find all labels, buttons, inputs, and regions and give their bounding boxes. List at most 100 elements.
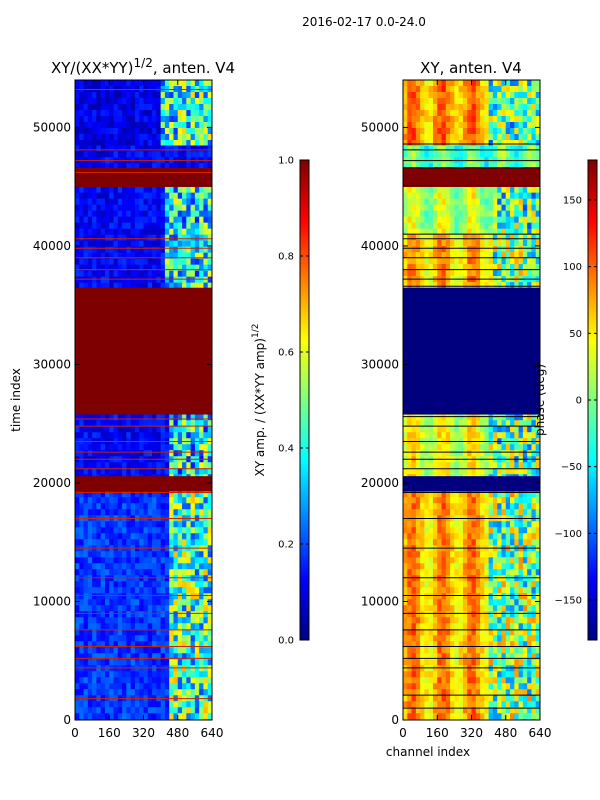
heatmap-cell xyxy=(428,475,434,483)
heatmap-cell xyxy=(173,475,179,483)
heatmap-cell xyxy=(117,563,123,570)
heatmap-cell xyxy=(87,353,93,360)
heatmap-cell xyxy=(492,581,498,588)
heatmap-cell xyxy=(75,80,80,87)
heatmap-cell xyxy=(207,389,213,396)
heatmap-cell xyxy=(160,450,166,457)
heatmap-cell xyxy=(411,623,417,630)
heatmap-cell xyxy=(113,383,119,390)
heatmap-cell xyxy=(96,413,102,415)
heatmap-cell xyxy=(527,503,532,510)
heatmap-cell xyxy=(109,389,114,396)
heatmap-cell xyxy=(83,179,89,186)
heatmap-cell xyxy=(207,481,213,489)
heatmap-cell xyxy=(454,414,460,421)
heatmap-cell xyxy=(169,557,174,564)
heatmap-cell xyxy=(164,468,170,475)
heatmap-cell xyxy=(164,707,170,714)
heatmap-cell xyxy=(480,677,485,684)
heatmap-cell xyxy=(535,569,541,576)
heatmap-cell xyxy=(462,713,468,720)
heatmap-cell xyxy=(117,683,123,690)
heatmap-cell xyxy=(432,623,438,630)
heatmap-cell xyxy=(207,122,213,129)
heatmap-cell xyxy=(177,533,183,540)
heatmap-cell xyxy=(194,204,200,211)
heatmap-cell xyxy=(199,683,204,690)
heatmap-cell xyxy=(194,468,200,475)
heatmap-cell xyxy=(535,491,541,498)
heatmap-cell xyxy=(92,671,97,678)
heatmap-cell xyxy=(113,264,119,271)
heatmap-cell xyxy=(403,677,408,684)
heatmap-cell xyxy=(75,605,80,612)
heatmap-cell xyxy=(75,475,80,483)
heatmap-cell xyxy=(147,128,153,135)
heatmap-cell xyxy=(527,551,532,558)
heatmap-cell xyxy=(83,629,89,636)
heatmap-cell xyxy=(104,623,110,630)
heatmap-cell xyxy=(420,475,425,483)
heatmap-cell xyxy=(518,487,524,492)
heatmap-cell xyxy=(454,481,460,489)
heatmap-cell xyxy=(126,420,132,427)
heatmap-cell xyxy=(92,521,97,528)
heatmap-cell xyxy=(480,563,485,570)
heatmap-cell xyxy=(164,563,170,570)
heatmap-cell xyxy=(126,151,132,158)
heatmap-cell xyxy=(152,163,157,169)
heatmap-cell xyxy=(531,713,537,720)
heatmap-cell xyxy=(437,481,442,489)
heatmap-cell xyxy=(207,527,213,534)
heatmap-cell xyxy=(492,629,498,636)
heatmap-cell xyxy=(134,426,140,433)
heatmap-cell xyxy=(199,629,204,636)
heatmap-cell xyxy=(407,671,412,678)
heatmap-cell xyxy=(113,347,119,354)
heatmap-cell xyxy=(173,432,179,439)
heatmap-cell xyxy=(122,276,127,283)
heatmap-cell xyxy=(518,713,524,720)
heatmap-cell xyxy=(199,426,204,433)
heatmap-cell xyxy=(92,122,97,129)
heatmap-cell xyxy=(475,587,481,594)
heatmap-cell xyxy=(96,527,102,534)
heatmap-cell xyxy=(147,311,153,318)
heatmap-cell xyxy=(143,509,149,516)
heatmap-cell xyxy=(199,204,204,211)
heatmap-cell xyxy=(514,677,519,684)
heatmap-cell xyxy=(207,128,213,135)
heatmap-cell xyxy=(437,635,442,642)
heatmap-cell xyxy=(152,503,157,510)
heatmap-cell xyxy=(450,593,455,600)
heatmap-cell xyxy=(147,533,153,540)
heatmap-cell xyxy=(152,474,157,477)
heatmap-cell xyxy=(92,347,97,354)
heatmap-cell xyxy=(199,509,204,516)
heatmap-cell xyxy=(75,599,80,606)
heatmap-cell xyxy=(424,487,430,492)
heatmap-cell xyxy=(458,491,464,498)
heatmap-cell xyxy=(143,377,149,384)
heatmap-cell xyxy=(415,629,421,636)
heatmap-cell xyxy=(169,204,174,211)
heatmap-cell xyxy=(535,533,541,540)
heatmap-cell xyxy=(92,683,97,690)
heatmap-cell xyxy=(152,665,157,672)
heatmap-cell xyxy=(411,641,417,648)
heatmap-cell xyxy=(83,444,89,451)
heatmap-cell xyxy=(160,287,166,294)
heatmap-cell xyxy=(484,487,490,492)
heatmap-cell xyxy=(475,707,481,714)
heatmap-cell xyxy=(471,557,477,564)
heatmap-cell xyxy=(92,474,97,477)
heatmap-cell xyxy=(199,116,204,123)
heatmap-cell xyxy=(139,145,144,152)
heatmap-cell xyxy=(445,611,451,618)
heatmap-cell xyxy=(164,497,170,504)
heatmap-cell xyxy=(403,683,408,690)
heatmap-cell xyxy=(134,671,140,678)
heatmap-cell xyxy=(407,689,412,696)
heatmap-cell xyxy=(169,276,174,283)
heatmap-cell xyxy=(164,653,170,660)
